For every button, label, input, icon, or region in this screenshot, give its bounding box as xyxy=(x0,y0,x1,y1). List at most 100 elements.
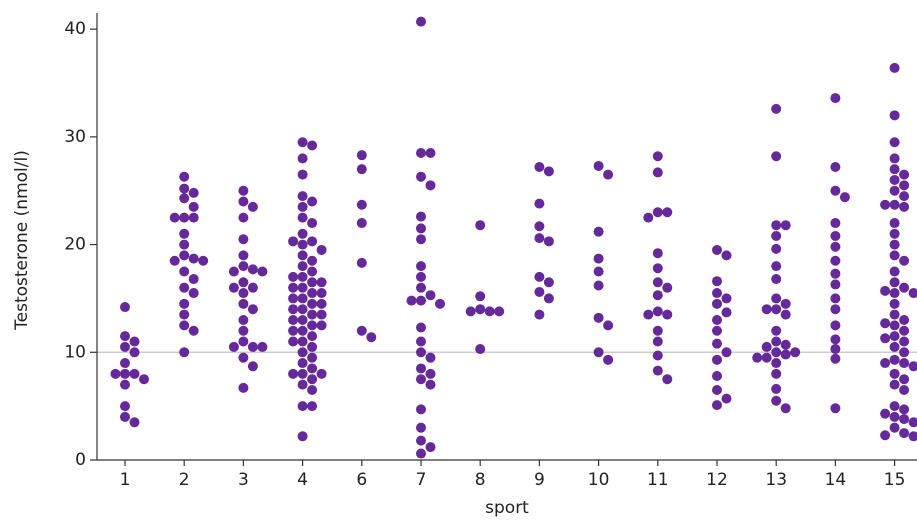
dot xyxy=(416,282,426,293)
dot xyxy=(899,414,910,425)
dot xyxy=(780,309,791,320)
dot xyxy=(662,207,673,218)
dot xyxy=(247,341,258,352)
dot xyxy=(652,151,663,162)
dot xyxy=(288,314,299,325)
dot xyxy=(416,16,426,27)
dot xyxy=(721,393,732,404)
dot xyxy=(889,309,900,320)
dot xyxy=(771,220,782,231)
dot xyxy=(899,314,910,325)
y-tick-label: 0 xyxy=(75,450,86,470)
dot xyxy=(830,353,841,364)
dot xyxy=(889,331,900,342)
dot xyxy=(238,196,249,207)
dot xyxy=(889,110,900,121)
x-axis-label: sport xyxy=(485,498,529,518)
x-tick-label: 7 xyxy=(416,470,427,490)
dot xyxy=(307,266,318,277)
dot xyxy=(534,221,545,232)
dot xyxy=(188,253,199,264)
dot xyxy=(534,198,545,209)
dot xyxy=(179,228,190,239)
dot xyxy=(543,166,554,177)
dot xyxy=(179,171,190,182)
dot xyxy=(494,306,505,317)
dot xyxy=(120,379,130,390)
y-tick-label: 20 xyxy=(64,235,86,255)
dot xyxy=(179,183,190,194)
dot xyxy=(534,233,545,244)
dot xyxy=(603,320,614,331)
dot xyxy=(534,162,545,173)
dot xyxy=(889,379,900,390)
dot xyxy=(761,341,772,352)
dot xyxy=(652,365,663,376)
dot xyxy=(889,228,900,239)
dot xyxy=(721,347,732,358)
x-tick-label: 10 xyxy=(588,470,610,490)
y-tick-label: 40 xyxy=(64,19,86,39)
dot xyxy=(238,250,249,261)
dot xyxy=(416,295,426,306)
dot xyxy=(238,382,249,393)
dot xyxy=(238,212,249,223)
dot xyxy=(899,347,910,358)
dot xyxy=(307,374,318,385)
dot xyxy=(880,199,891,210)
x-tick-label: 11 xyxy=(647,470,669,490)
x-tick-label: 2 xyxy=(179,470,190,490)
dot xyxy=(899,404,910,415)
dot xyxy=(830,304,841,315)
dot xyxy=(712,244,722,255)
dot xyxy=(297,212,308,223)
dot xyxy=(712,314,722,325)
dot xyxy=(297,250,308,261)
dot xyxy=(188,201,199,212)
dot xyxy=(238,277,249,288)
dot xyxy=(307,196,318,207)
dot xyxy=(652,207,663,218)
dot xyxy=(880,333,891,344)
dot xyxy=(899,428,910,439)
dot xyxy=(830,255,841,266)
dot xyxy=(288,271,299,282)
dot xyxy=(652,277,663,288)
x-tick-label: 6 xyxy=(356,470,367,490)
dot xyxy=(307,331,318,342)
dot xyxy=(662,282,673,293)
dot xyxy=(908,288,917,299)
dot xyxy=(889,341,900,352)
dot xyxy=(120,341,130,352)
dot xyxy=(307,298,318,309)
dot xyxy=(771,103,782,114)
dot xyxy=(543,277,554,288)
dot xyxy=(188,325,199,336)
dot xyxy=(889,199,900,210)
dot xyxy=(179,250,190,261)
dot xyxy=(425,148,436,159)
dot xyxy=(899,358,910,369)
dot xyxy=(238,234,249,245)
dot xyxy=(425,379,436,390)
dot xyxy=(316,320,327,331)
dot xyxy=(297,431,308,442)
dot xyxy=(297,239,308,250)
dot xyxy=(416,223,426,234)
dot xyxy=(179,239,190,250)
dot xyxy=(179,347,190,358)
dot xyxy=(593,280,604,291)
dot xyxy=(307,140,318,151)
dot xyxy=(416,347,426,358)
dot xyxy=(771,304,782,315)
dot xyxy=(297,304,308,315)
dot xyxy=(721,307,732,318)
dot xyxy=(356,218,367,229)
dot xyxy=(593,160,604,171)
dot xyxy=(712,354,722,365)
dot xyxy=(129,336,140,347)
dot xyxy=(297,401,308,412)
dot xyxy=(652,167,663,178)
dot xyxy=(120,358,130,369)
dot xyxy=(316,298,327,309)
